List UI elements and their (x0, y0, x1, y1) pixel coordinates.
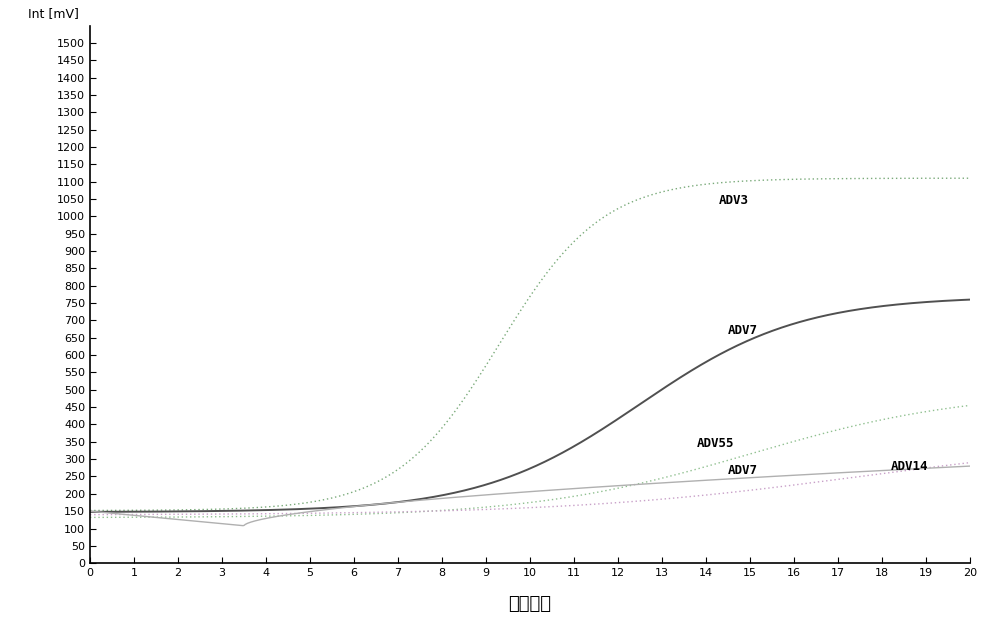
Text: ADV3: ADV3 (719, 194, 749, 207)
Text: ADV14: ADV14 (891, 460, 928, 473)
Y-axis label: Int [mV]: Int [mV] (28, 7, 79, 20)
Text: ADV55: ADV55 (697, 437, 735, 450)
Text: ADV7: ADV7 (728, 324, 758, 337)
X-axis label: 反应时间: 反应时间 (509, 595, 552, 612)
Text: ADV7: ADV7 (728, 464, 758, 477)
